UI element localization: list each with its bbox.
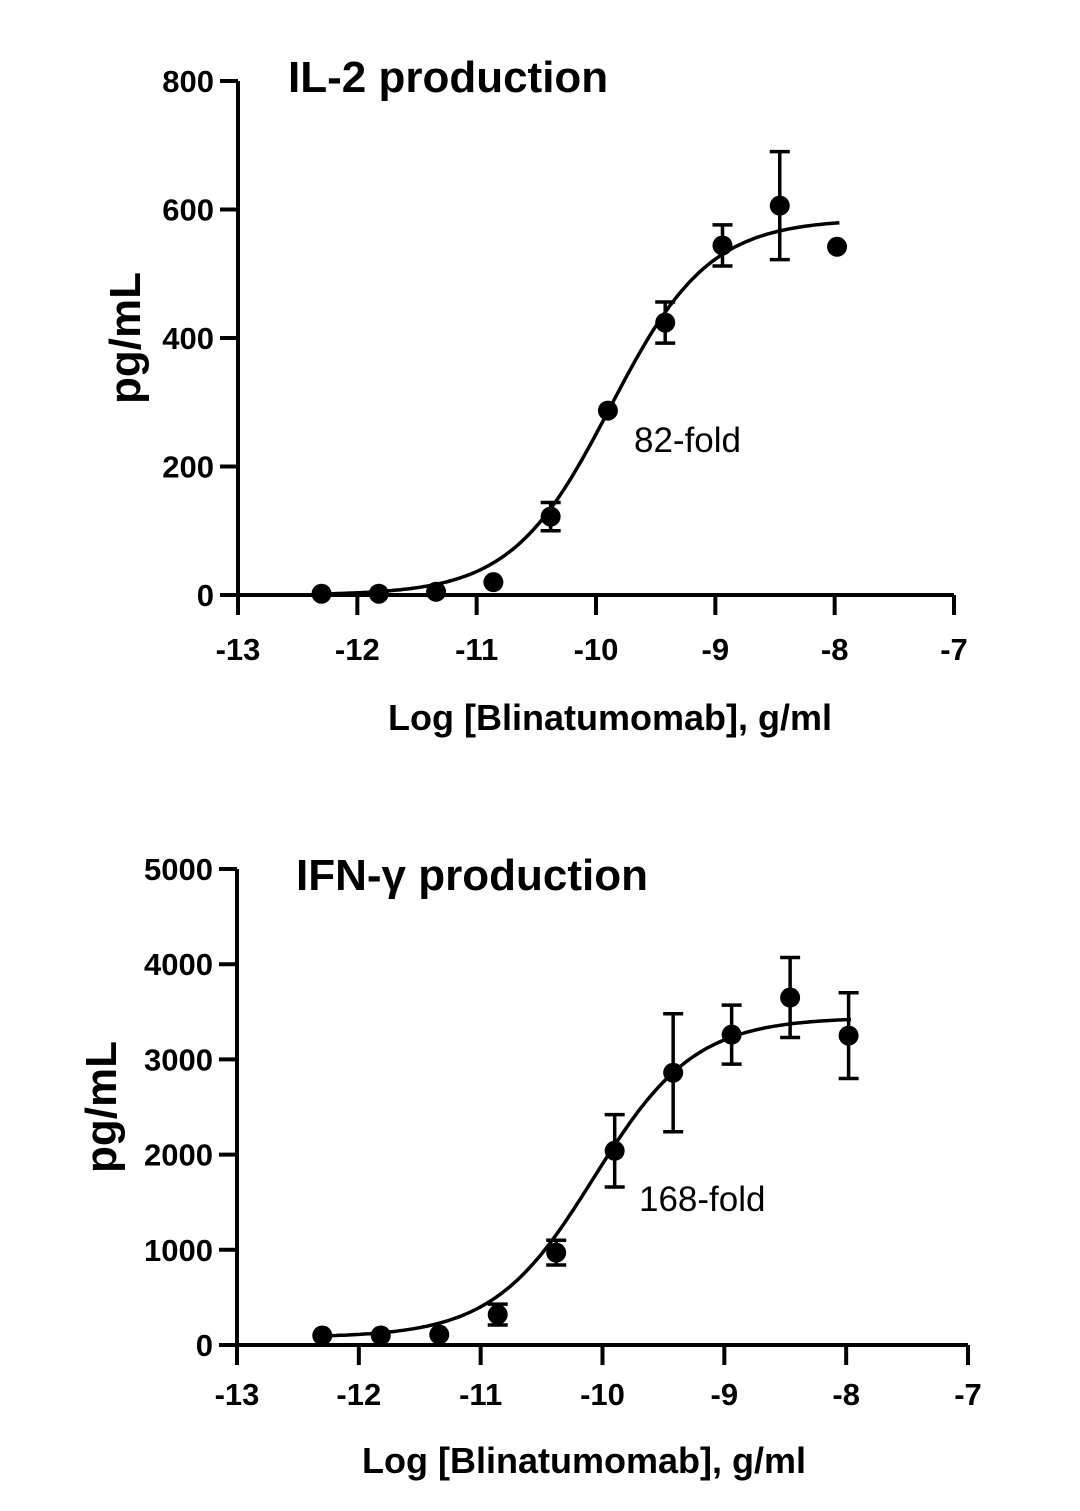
x-tick-label: -11 [459,1377,502,1412]
data-point [540,506,561,527]
data-point [769,195,790,216]
x-tick-label: -7 [954,1377,982,1412]
x-tick-label: -9 [711,1377,739,1412]
y-tick-label: 3000 [144,1042,213,1077]
data-point [483,572,504,593]
x-tick-label: -10 [580,1377,625,1412]
y-tick-label: 4000 [144,947,213,982]
y-axis-title: pg/mL [77,1041,126,1173]
y-tick-label: 0 [197,578,214,613]
data-point [827,236,848,257]
chart-title: IFN-γ production [296,851,648,900]
x-tick-label: -12 [335,632,380,667]
y-tick-label: 5000 [144,852,213,887]
chart-title: IL-2 production [288,53,608,102]
data-point [712,235,733,256]
data-point [487,1304,508,1325]
y-tick-label: 0 [196,1328,213,1363]
data-point [311,583,332,604]
data-point [370,1325,391,1346]
data-point [312,1325,333,1346]
data-point [663,1062,684,1083]
x-tick-label: -11 [455,632,498,667]
data-point [604,1140,625,1161]
data-point [426,581,447,602]
fold-annotation: 82-fold [634,421,741,460]
data-point [721,1024,742,1045]
data-point [780,987,801,1008]
y-tick-label: 800 [162,64,214,99]
x-tick-label: -8 [821,632,849,667]
fit-curve [315,220,840,596]
x-tick-label: -8 [832,1377,860,1412]
y-tick-label: 1000 [144,1233,213,1268]
x-tick-label: -12 [336,1377,381,1412]
data-point [546,1242,567,1263]
y-tick-label: 2000 [144,1138,213,1173]
y-tick-label: 600 [162,193,214,228]
y-axis-title: pg/mL [101,272,150,404]
data-point [368,583,389,604]
x-axis-title: Log [Blinatumomab], g/ml [362,1440,806,1481]
x-tick-label: -7 [940,632,968,667]
data-point [655,312,676,333]
x-tick-label: -13 [216,632,261,667]
chart-il2: IL-2 production 82-fold Log [Blinatumoma… [101,53,968,738]
data-point [597,400,618,421]
y-tick-label: 200 [162,450,214,485]
x-tick-label: -13 [215,1377,260,1412]
x-axis-title: Log [Blinatumomab], g/ml [388,697,832,738]
x-tick-label: -10 [574,632,619,667]
data-point [429,1324,450,1345]
data-point [838,1025,859,1046]
chart-ifn-gamma: IFN-γ production 168-fold Log [Blinatumo… [77,851,982,1481]
y-tick-label: 400 [162,321,214,356]
fold-annotation: 168-fold [639,1180,765,1219]
fit-curve [316,1017,852,1338]
x-tick-label: -9 [702,632,730,667]
